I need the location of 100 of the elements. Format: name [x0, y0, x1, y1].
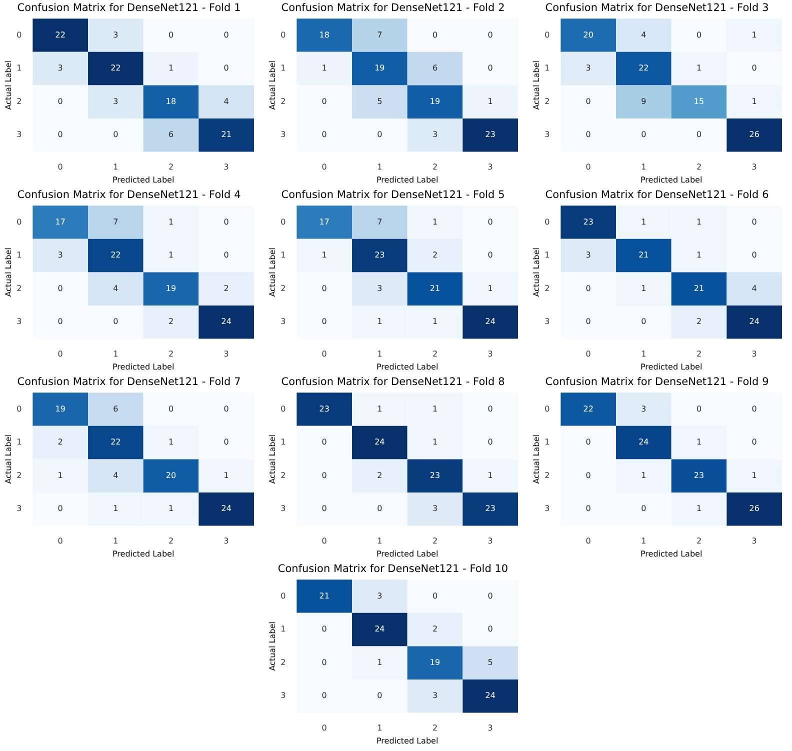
- y-tick-label: 3: [544, 317, 550, 326]
- x-axis-title: Predicted Label: [376, 362, 438, 372]
- data-label: 26: [749, 130, 760, 140]
- x-tick-label: 2: [432, 350, 438, 359]
- y-tick-label: 3: [544, 130, 550, 140]
- y-tick-label: 1: [280, 250, 286, 260]
- data-label: 22: [638, 64, 649, 73]
- data-label: 1: [168, 504, 174, 514]
- x-tick-label: 1: [641, 350, 646, 359]
- data-label: 1: [168, 217, 174, 226]
- y-tick-label: 0: [16, 30, 22, 40]
- data-label: 0: [488, 591, 493, 600]
- data-label: 0: [586, 96, 591, 106]
- y-tick-label: 1: [544, 438, 550, 447]
- data-label: 0: [113, 130, 118, 140]
- x-tick-label: 0: [322, 724, 327, 733]
- data-label: 24: [374, 624, 385, 634]
- data-label: 0: [752, 438, 757, 447]
- data-label: 24: [749, 317, 760, 326]
- y-axis-title: Actual Label: [4, 60, 13, 110]
- x-axis-title: Predicted Label: [376, 736, 438, 746]
- data-label: 1: [432, 404, 438, 414]
- y-tick-label: 1: [544, 250, 550, 260]
- data-label: 24: [485, 317, 496, 326]
- y-tick-label: 1: [280, 624, 286, 634]
- data-label: 23: [374, 250, 385, 260]
- chart-title: Confusion Matrix for DenseNet121 - Fold 10: [278, 563, 508, 576]
- x-tick-label: 2: [168, 162, 174, 172]
- data-label: 0: [322, 317, 327, 326]
- y-tick-label: 3: [280, 317, 286, 326]
- x-axis-title: Predicted Label: [112, 362, 174, 372]
- data-label: 26: [749, 504, 760, 514]
- data-label: 1: [432, 438, 438, 447]
- y-tick-label: 3: [280, 130, 286, 140]
- x-tick-label: 2: [432, 162, 438, 172]
- y-tick-label: 2: [280, 96, 286, 106]
- data-label: 0: [752, 217, 757, 226]
- data-label: 1: [432, 317, 438, 326]
- y-axis-title: Actual Label: [532, 434, 541, 484]
- data-label: 5: [377, 96, 382, 106]
- data-label: 18: [319, 30, 330, 40]
- chart-title: Confusion Matrix for DenseNet121 - Fold 5: [281, 189, 505, 202]
- x-tick-label: 2: [168, 536, 174, 546]
- data-label: 2: [168, 317, 174, 326]
- data-label: 1: [377, 658, 382, 667]
- data-label: 21: [319, 591, 330, 600]
- y-tick-label: 0: [544, 30, 550, 40]
- y-tick-label: 0: [280, 30, 286, 40]
- chart-title: Confusion Matrix for DenseNet121 - Fold 4: [17, 189, 242, 202]
- data-label: 0: [696, 30, 702, 40]
- data-label: 0: [58, 284, 63, 293]
- x-axis-title: Predicted Label: [112, 175, 174, 184]
- x-axis-title: Predicted Label: [640, 362, 702, 372]
- y-tick-label: 2: [16, 470, 22, 480]
- data-label: 0: [58, 504, 63, 514]
- data-label: 1: [641, 470, 646, 480]
- data-label: 1: [641, 284, 646, 293]
- x-tick-label: 0: [322, 162, 327, 172]
- y-axis-title: Actual Label: [268, 248, 277, 297]
- y-tick-label: 3: [16, 317, 22, 326]
- data-label: 0: [586, 438, 591, 447]
- data-label: 0: [488, 64, 493, 73]
- x-axis-title: Predicted Label: [376, 549, 438, 558]
- x-tick-label: 0: [586, 350, 591, 359]
- x-tick-label: 3: [224, 350, 229, 359]
- x-tick-label: 0: [58, 350, 63, 359]
- data-label: 0: [322, 691, 327, 700]
- data-label: 3: [113, 30, 118, 40]
- data-label: 3: [641, 404, 646, 414]
- data-label: 17: [319, 217, 330, 226]
- x-tick-label: 3: [752, 350, 757, 359]
- x-tick-label: 0: [322, 350, 327, 359]
- y-tick-label: 3: [544, 504, 550, 514]
- data-label: 2: [696, 317, 702, 326]
- x-tick-label: 3: [752, 162, 757, 172]
- data-label: 0: [641, 504, 646, 514]
- data-label: 0: [488, 624, 493, 634]
- data-label: 0: [488, 250, 493, 260]
- y-tick-label: 0: [280, 591, 286, 600]
- chart-title: Confusion Matrix for DenseNet121 - Fold 9: [545, 376, 769, 388]
- y-tick-label: 2: [280, 284, 286, 293]
- x-tick-label: 1: [377, 350, 382, 359]
- data-label: 0: [752, 250, 757, 260]
- y-tick-label: 1: [544, 64, 550, 73]
- data-label: 3: [377, 591, 382, 600]
- data-label: 1: [168, 438, 174, 447]
- data-label: 0: [322, 130, 327, 140]
- data-label: 18: [166, 96, 176, 106]
- y-axis-title: Actual Label: [4, 248, 13, 297]
- data-label: 4: [752, 284, 757, 293]
- y-axis-title: Actual Label: [532, 60, 541, 110]
- data-label: 1: [168, 64, 174, 73]
- x-tick-label: 3: [488, 536, 493, 546]
- data-label: 19: [374, 64, 385, 73]
- data-label: 0: [752, 404, 757, 414]
- data-label: 6: [168, 130, 174, 140]
- data-label: 22: [583, 404, 594, 414]
- data-label: 0: [641, 130, 646, 140]
- y-tick-label: 0: [280, 217, 286, 226]
- data-label: 0: [752, 64, 757, 73]
